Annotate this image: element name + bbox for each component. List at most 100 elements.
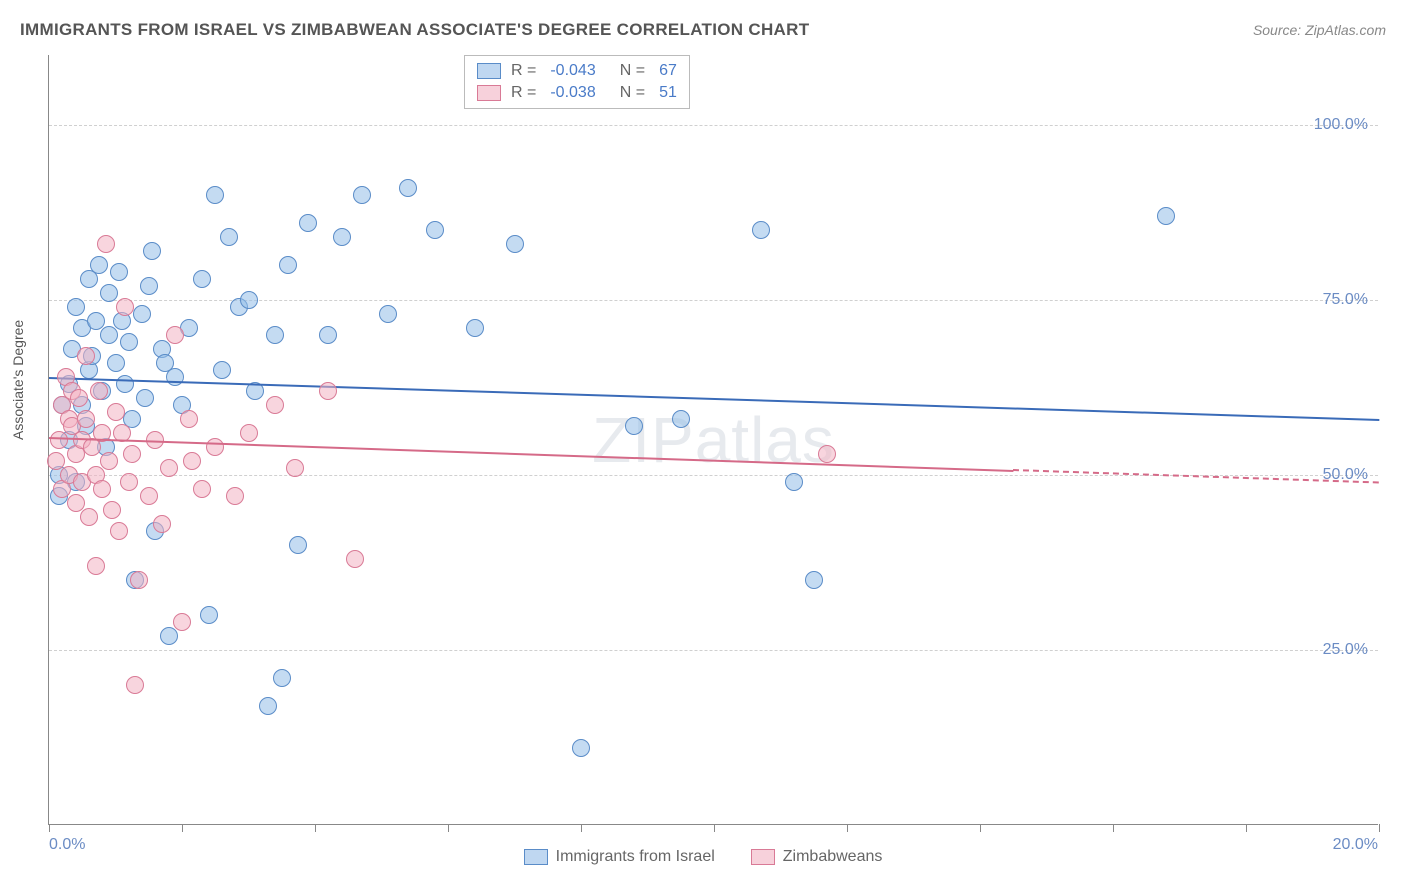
scatter-point xyxy=(273,669,291,687)
scatter-point xyxy=(116,298,134,316)
scatter-point xyxy=(193,480,211,498)
scatter-point xyxy=(346,550,364,568)
y-tick-label: 75.0% xyxy=(1323,291,1368,309)
scatter-point xyxy=(160,627,178,645)
x-tick xyxy=(581,824,582,832)
scatter-point xyxy=(140,277,158,295)
stat-r-value: -0.043 xyxy=(550,62,595,80)
scatter-point xyxy=(240,291,258,309)
y-axis-label: Associate's Degree xyxy=(10,320,26,440)
scatter-point xyxy=(206,438,224,456)
scatter-point xyxy=(120,473,138,491)
scatter-point xyxy=(166,368,184,386)
x-tick xyxy=(714,824,715,832)
legend-item: Immigrants from Israel xyxy=(524,848,715,866)
scatter-point xyxy=(206,186,224,204)
scatter-point xyxy=(180,410,198,428)
stats-row: R =-0.043N =67 xyxy=(477,60,677,82)
scatter-point xyxy=(100,326,118,344)
stat-n-value: 51 xyxy=(659,84,677,102)
scatter-point xyxy=(752,221,770,239)
gridline xyxy=(49,650,1378,651)
scatter-point xyxy=(140,487,158,505)
scatter-point xyxy=(120,333,138,351)
scatter-point xyxy=(319,382,337,400)
scatter-point xyxy=(333,228,351,246)
scatter-point xyxy=(100,452,118,470)
scatter-point xyxy=(319,326,337,344)
scatter-point xyxy=(506,235,524,253)
scatter-point xyxy=(166,326,184,344)
watermark: ZIPatlas xyxy=(592,403,835,477)
scatter-point xyxy=(672,410,690,428)
x-tick xyxy=(1379,824,1380,832)
y-tick-label: 25.0% xyxy=(1323,641,1368,659)
scatter-point xyxy=(123,445,141,463)
x-tick xyxy=(49,824,50,832)
scatter-point xyxy=(100,284,118,302)
scatter-point xyxy=(133,305,151,323)
scatter-point xyxy=(110,522,128,540)
scatter-point xyxy=(266,326,284,344)
legend-label: Immigrants from Israel xyxy=(556,848,715,866)
scatter-point xyxy=(289,536,307,554)
scatter-point xyxy=(110,263,128,281)
scatter-point xyxy=(136,389,154,407)
scatter-point xyxy=(153,515,171,533)
gridline xyxy=(49,125,1378,126)
scatter-point xyxy=(77,347,95,365)
scatter-point xyxy=(193,270,211,288)
chart-plot-area: ZIPatlas R =-0.043N =67R =-0.038N =51 25… xyxy=(48,55,1378,825)
x-tick xyxy=(182,824,183,832)
x-tick xyxy=(448,824,449,832)
scatter-point xyxy=(183,452,201,470)
scatter-point xyxy=(107,403,125,421)
scatter-point xyxy=(213,361,231,379)
scatter-point xyxy=(266,396,284,414)
x-tick xyxy=(1246,824,1247,832)
scatter-point xyxy=(220,228,238,246)
scatter-point xyxy=(126,676,144,694)
scatter-point xyxy=(130,571,148,589)
legend-swatch xyxy=(477,63,501,79)
y-tick-label: 100.0% xyxy=(1314,116,1368,134)
scatter-point xyxy=(90,382,108,400)
scatter-point xyxy=(625,417,643,435)
scatter-point xyxy=(785,473,803,491)
scatter-point xyxy=(90,256,108,274)
scatter-point xyxy=(240,424,258,442)
series-legend: Immigrants from Israel Zimbabweans xyxy=(0,848,1406,870)
scatter-point xyxy=(399,179,417,197)
scatter-point xyxy=(77,410,95,428)
scatter-point xyxy=(97,235,115,253)
x-tick xyxy=(847,824,848,832)
stat-r-value: -0.038 xyxy=(550,84,595,102)
source-attribution: Source: ZipAtlas.com xyxy=(1253,22,1386,38)
scatter-point xyxy=(80,508,98,526)
scatter-point xyxy=(87,557,105,575)
scatter-point xyxy=(1157,207,1175,225)
scatter-point xyxy=(353,186,371,204)
scatter-point xyxy=(107,354,125,372)
scatter-point xyxy=(286,459,304,477)
scatter-point xyxy=(805,571,823,589)
legend-swatch xyxy=(477,85,501,101)
scatter-point xyxy=(426,221,444,239)
scatter-point xyxy=(160,459,178,477)
legend-swatch xyxy=(751,849,775,865)
legend-label: Zimbabweans xyxy=(783,848,883,866)
scatter-point xyxy=(279,256,297,274)
stats-row: R = -0.038 N = 51 xyxy=(477,82,677,104)
x-tick xyxy=(980,824,981,832)
legend-swatch xyxy=(524,849,548,865)
stat-n-label: N = xyxy=(620,84,645,102)
scatter-point xyxy=(226,487,244,505)
stat-r-label: R = xyxy=(511,62,536,80)
x-tick xyxy=(1113,824,1114,832)
scatter-point xyxy=(818,445,836,463)
scatter-point xyxy=(200,606,218,624)
scatter-point xyxy=(70,389,88,407)
scatter-point xyxy=(259,697,277,715)
scatter-point xyxy=(143,242,161,260)
stat-r-label: R = xyxy=(511,84,536,102)
